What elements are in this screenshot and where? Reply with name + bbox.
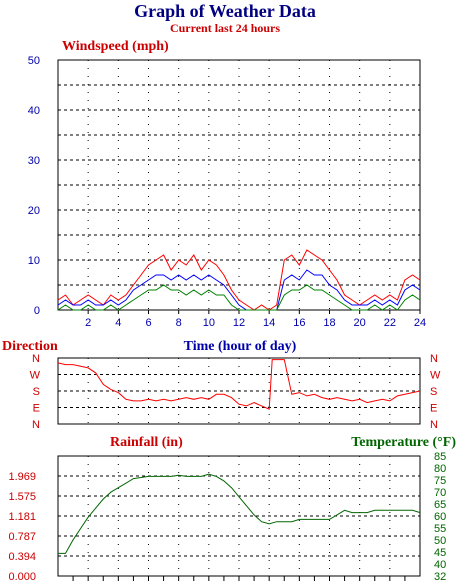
page-subtitle: Current last 24 hours: [170, 21, 280, 35]
rain-temp-lines: [58, 473, 421, 554]
wind-xtick-label: 16: [293, 317, 305, 329]
rain-ytick-label: 0.000: [8, 571, 36, 583]
rain-ytick-label: 1.969: [8, 471, 36, 483]
direction-ytick-right: N: [430, 419, 438, 431]
wind-ytick-label: 30: [28, 155, 40, 167]
direction-ytick-left: W: [30, 370, 41, 382]
direction-lines: [57, 359, 421, 410]
wind-ylabel: Windspeed (mph): [62, 39, 169, 54]
temp-ytick-label: 32: [434, 571, 446, 583]
wind-lines: [57, 249, 421, 311]
temp-ytick-label: 65: [434, 499, 446, 511]
wind-yticks: 0 10 20 30 40 50: [28, 55, 40, 317]
wind-xtick-label: 10: [203, 317, 215, 329]
direction-panel: Direction N NE ES SW WN N: [2, 339, 441, 431]
wind-xtick-label: 2: [85, 317, 91, 329]
wind-xtick-label: 24: [414, 317, 426, 329]
page-title: Graph of Weather Data: [134, 1, 316, 21]
wind-xlabel: Time (hour of day): [184, 339, 297, 354]
wind-xtick-label: 12: [233, 317, 245, 329]
temp-ytick-label: 45: [434, 547, 446, 559]
wind-series-blue: [57, 269, 421, 311]
direction-ytick-left: N: [32, 353, 40, 365]
wind-ytick-label: 20: [28, 205, 40, 217]
temp-ytick-label: 50: [434, 535, 446, 547]
wind-ytick-label: 40: [28, 105, 40, 117]
wind-xtick-label: 4: [115, 317, 121, 329]
rain-temp-panel: Rainfall (in) Temperature (°F) 0.000 0.39…: [8, 435, 456, 583]
rain-ytick-label: 0.787: [8, 531, 36, 543]
direction-ylabel: Direction: [2, 339, 58, 354]
temp-ytick-label: 85: [434, 451, 446, 463]
wind-xtick-label: 8: [176, 317, 182, 329]
rain-yticks: 0.000 0.394 0.787 1.181 1.575 1.969: [8, 471, 36, 583]
wind-xticks: 2 4 6 8 10 12 14 16 18 20 22 24: [85, 310, 426, 329]
rain-ytick-label: 1.575: [8, 491, 36, 503]
wind-xtick-label: 6: [145, 317, 151, 329]
temp-ytick-label: 55: [434, 523, 446, 535]
temp-ylabel: Temperature (°F): [351, 435, 456, 450]
temp-ytick-label: 70: [434, 487, 446, 499]
direction-ytick-right: S: [430, 386, 437, 398]
temp-ytick-label: 75: [434, 475, 446, 487]
temperature-series: [58, 473, 421, 554]
wind-xtick-label: 14: [263, 317, 275, 329]
direction-series: [57, 359, 421, 410]
wind-series-green: [57, 284, 421, 311]
direction-yticks: N NE ES SW WN N: [30, 353, 441, 431]
rain-temp-grid: [58, 456, 420, 581]
wind-xtick-label: 22: [384, 317, 396, 329]
direction-ytick-right: N: [430, 353, 438, 365]
direction-ytick-left: S: [33, 386, 40, 398]
wind-ytick-label: 10: [28, 255, 40, 267]
rain-ytick-label: 1.181: [8, 511, 36, 523]
wind-grid: [58, 60, 420, 310]
rain-ylabel: Rainfall (in): [110, 435, 183, 450]
direction-ytick-left: N: [32, 419, 40, 431]
direction-ytick-left: E: [33, 403, 40, 415]
rain-ytick-label: 0.394: [8, 551, 36, 563]
direction-ytick-right: W: [430, 370, 441, 382]
temp-ytick-label: 60: [434, 511, 446, 523]
wind-xtick-label: 20: [354, 317, 366, 329]
wind-xtick-label: 18: [323, 317, 335, 329]
direction-ytick-right: E: [430, 403, 437, 415]
temp-ytick-label: 40: [434, 559, 446, 571]
wind-ytick-label: 50: [28, 55, 40, 67]
wind-ytick-label: 0: [34, 305, 40, 317]
direction-grid: [58, 358, 420, 424]
temp-ytick-label: 80: [434, 463, 446, 475]
